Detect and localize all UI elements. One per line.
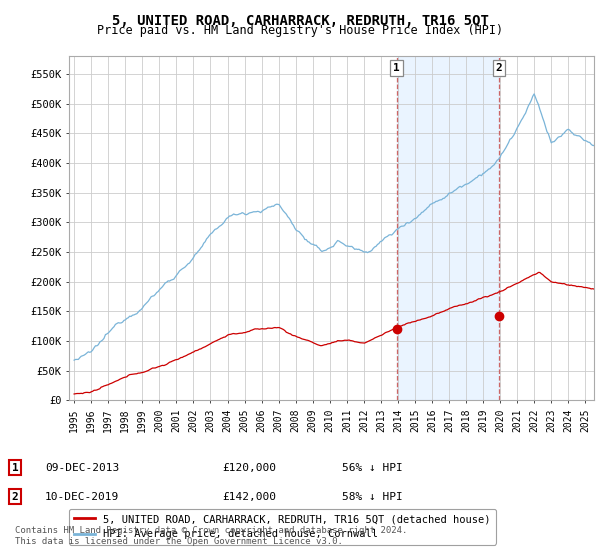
Text: Price paid vs. HM Land Registry's House Price Index (HPI): Price paid vs. HM Land Registry's House … [97, 24, 503, 36]
Text: 2: 2 [496, 63, 502, 73]
Text: 1: 1 [393, 63, 400, 73]
Text: Contains HM Land Registry data © Crown copyright and database right 2024.
This d: Contains HM Land Registry data © Crown c… [15, 526, 407, 546]
Legend: 5, UNITED ROAD, CARHARRACK, REDRUTH, TR16 5QT (detached house), HPI: Average pri: 5, UNITED ROAD, CARHARRACK, REDRUTH, TR1… [69, 509, 496, 544]
Text: 10-DEC-2019: 10-DEC-2019 [45, 492, 119, 502]
Text: 2: 2 [11, 492, 19, 502]
Text: £120,000: £120,000 [222, 463, 276, 473]
Text: 09-DEC-2013: 09-DEC-2013 [45, 463, 119, 473]
Text: £142,000: £142,000 [222, 492, 276, 502]
Text: 5, UNITED ROAD, CARHARRACK, REDRUTH, TR16 5QT: 5, UNITED ROAD, CARHARRACK, REDRUTH, TR1… [112, 14, 488, 28]
Text: 58% ↓ HPI: 58% ↓ HPI [342, 492, 403, 502]
Bar [397, 56, 499, 400]
Text: 56% ↓ HPI: 56% ↓ HPI [342, 463, 403, 473]
Text: 1: 1 [11, 463, 19, 473]
